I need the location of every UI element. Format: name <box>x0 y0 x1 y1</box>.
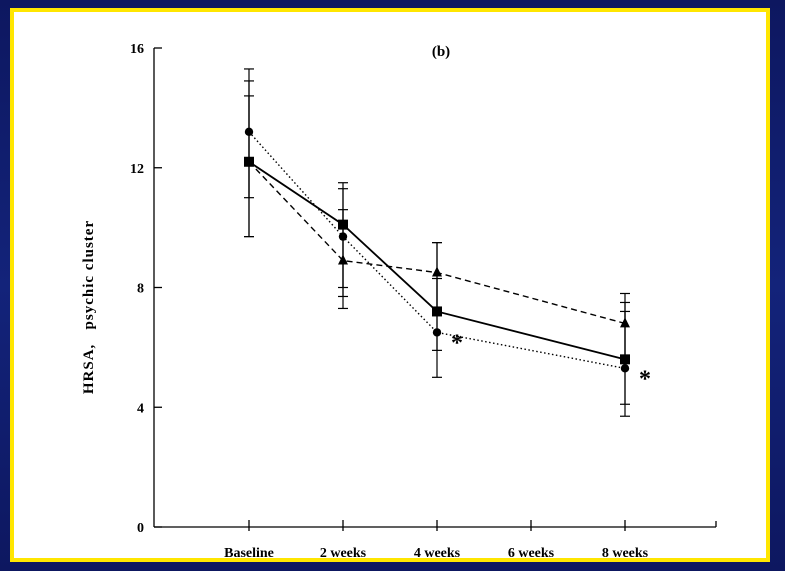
axes: 0 4 8 12 16 Baseline 2 weeks 4 weeks 6 weeks 8 we… <box>130 42 717 558</box>
x-tick-label: 4 weeks <box>414 546 461 558</box>
labels: (b) HRSA, psychic cluster <box>81 44 450 394</box>
series-line <box>248 161 626 361</box>
x-tick-label: Baseline <box>224 546 274 558</box>
y-tick-label: 12 <box>130 162 144 177</box>
annotations: ** <box>451 330 651 392</box>
chart-frame: 0 4 8 12 16 Baseline 2 weeks 4 weeks 6 weeks 8 we… <box>10 8 770 562</box>
y-tick-label: 4 <box>137 401 144 416</box>
significance-asterisk: * <box>639 366 651 392</box>
y-axis-label: HRSA, psychic cluster <box>81 220 97 394</box>
y-tick-label: 0 <box>137 521 144 536</box>
series-layer: ** <box>244 68 651 417</box>
line-chart: 0 4 8 12 16 Baseline 2 weeks 4 weeks 6 weeks 8 we… <box>81 42 717 558</box>
significance-asterisk: * <box>451 330 463 356</box>
x-tick-label: 8 weeks <box>602 546 649 558</box>
y-tick-label: 16 <box>130 42 144 57</box>
x-tick-label: 6 weeks <box>508 546 555 558</box>
series-circle-dotted <box>244 68 630 405</box>
circle-marker <box>432 328 442 337</box>
circle-marker <box>620 364 630 373</box>
series-triangle-dashed <box>244 95 630 363</box>
triangle-marker <box>244 155 254 166</box>
triangle-marker <box>432 266 442 277</box>
chart-title: (b) <box>432 44 450 60</box>
triangle-marker <box>338 254 348 265</box>
triangle-marker <box>620 317 630 328</box>
x-tick-label: 2 weeks <box>320 546 367 558</box>
series-line <box>248 161 626 325</box>
y-tick-label: 8 <box>137 282 144 297</box>
